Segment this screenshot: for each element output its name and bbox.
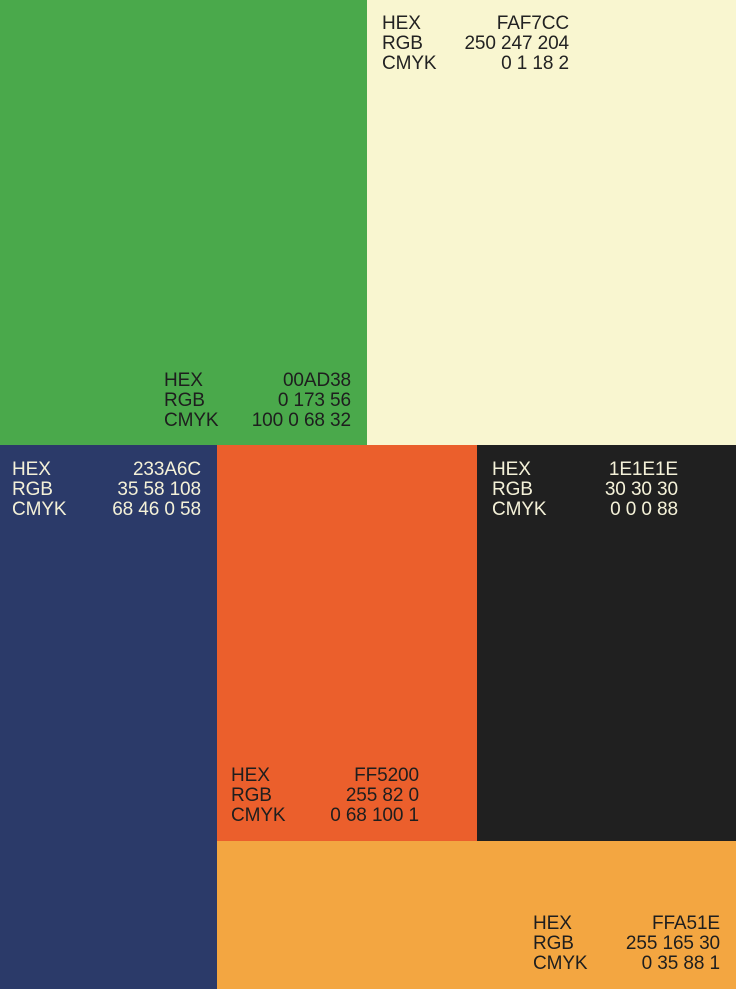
- cmyk-value: 68 46 0 58: [112, 499, 201, 520]
- hex-label: HEX: [492, 459, 531, 480]
- hex-label: HEX: [382, 13, 421, 34]
- rgb-value: 255 165 30: [625, 933, 720, 954]
- rgb-value: 0 173 56: [277, 390, 351, 411]
- cmyk-label: CMYK: [12, 499, 67, 520]
- hex-value: 1E1E1E: [608, 459, 678, 480]
- cmyk-label: CMYK: [533, 953, 588, 974]
- color-info-yellow: HEX FFA51E RGB 255 165 30 CMYK 0 35 88 1: [533, 914, 720, 974]
- hex-value: FFA51E: [651, 913, 720, 934]
- rgb-label: RGB: [12, 479, 53, 500]
- hex-label: HEX: [164, 370, 203, 391]
- cmyk-label: CMYK: [492, 499, 547, 520]
- hex-value: FAF7CC: [496, 13, 569, 34]
- color-info-cream: HEX FAF7CC RGB 250 247 204 CMYK 0 1 18 2: [382, 14, 569, 74]
- swatch-yellow: HEX FFA51E RGB 255 165 30 CMYK 0 35 88 1: [217, 841, 736, 989]
- swatch-green: HEX 00AD38 RGB 0 173 56 CMYK 100 0 68 32: [0, 0, 367, 445]
- rgb-value: 255 82 0: [345, 785, 419, 806]
- cmyk-value: 0 1 18 2: [501, 53, 569, 74]
- cmyk-value: 100 0 68 32: [251, 410, 351, 431]
- cmyk-value: 0 68 100 1: [330, 805, 419, 826]
- swatch-navy: HEX 233A6C RGB 35 58 108 CMYK 68 46 0 58: [0, 445, 217, 989]
- color-info-black: HEX 1E1E1E RGB 30 30 30 CMYK 0 0 0 88: [492, 460, 678, 520]
- cmyk-label: CMYK: [164, 410, 219, 431]
- rgb-label: RGB: [492, 479, 533, 500]
- rgb-label: RGB: [231, 785, 272, 806]
- cmyk-value: 0 35 88 1: [641, 953, 720, 974]
- hex-value: FF5200: [354, 765, 419, 786]
- rgb-value: 250 247 204: [464, 33, 569, 54]
- hex-label: HEX: [231, 765, 270, 786]
- hex-label: HEX: [12, 459, 51, 480]
- rgb-label: RGB: [164, 390, 205, 411]
- swatch-cream: HEX FAF7CC RGB 250 247 204 CMYK 0 1 18 2: [367, 0, 736, 445]
- color-info-orange: HEX FF5200 RGB 255 82 0 CMYK 0 68 100 1: [231, 766, 419, 826]
- color-info-navy: HEX 233A6C RGB 35 58 108 CMYK 68 46 0 58: [12, 460, 201, 520]
- hex-label: HEX: [533, 913, 572, 934]
- rgb-value: 30 30 30: [604, 479, 678, 500]
- cmyk-label: CMYK: [231, 805, 286, 826]
- hex-value: 233A6C: [132, 459, 201, 480]
- rgb-label: RGB: [382, 33, 423, 54]
- hex-value: 00AD38: [282, 370, 351, 391]
- cmyk-value: 0 0 0 88: [610, 499, 678, 520]
- swatch-orange: HEX FF5200 RGB 255 82 0 CMYK 0 68 100 1: [217, 445, 477, 841]
- color-info-green: HEX 00AD38 RGB 0 173 56 CMYK 100 0 68 32: [164, 371, 351, 431]
- rgb-value: 35 58 108: [117, 479, 201, 500]
- rgb-label: RGB: [533, 933, 574, 954]
- cmyk-label: CMYK: [382, 53, 437, 74]
- swatch-black: HEX 1E1E1E RGB 30 30 30 CMYK 0 0 0 88: [477, 445, 736, 841]
